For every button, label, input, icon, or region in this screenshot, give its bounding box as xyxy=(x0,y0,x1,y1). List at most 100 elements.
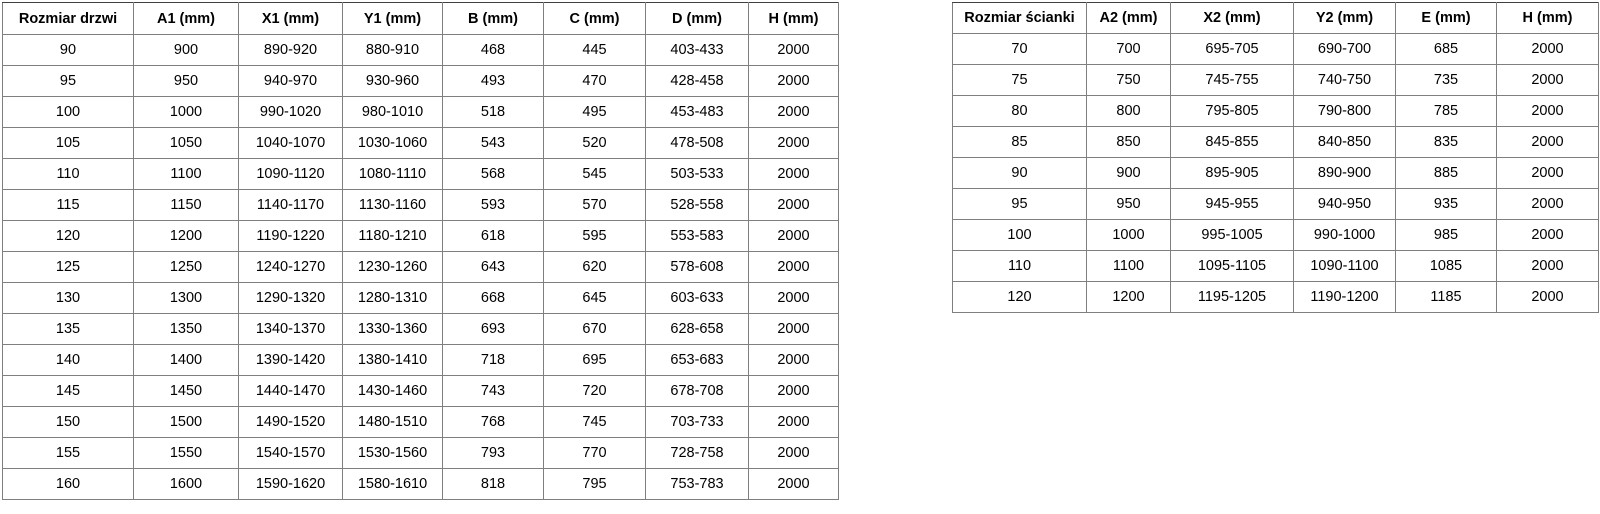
table-cell: 985 xyxy=(1395,219,1497,251)
wall-panel-size-specification-table: Rozmiar ścianki A2 (mm) X2 (mm) Y2 (mm) … xyxy=(952,2,1599,313)
table-row: 120 1200 1190-1220 1180-1210 618 595 553-583 20… xyxy=(2,220,839,252)
column-header-e: E (mm) xyxy=(1395,2,1497,34)
wall-table-body: 70 700 695-705 690-700 685 2000 75 750 745-755 74… xyxy=(952,33,1599,313)
table-cell: 718 xyxy=(442,344,544,376)
table-cell: 2000 xyxy=(1496,95,1599,127)
column-header-y1: Y1 (mm) xyxy=(342,2,443,35)
column-header-y2: Y2 (mm) xyxy=(1293,2,1396,34)
table-cell: 840-850 xyxy=(1293,126,1396,158)
table-cell: 1490-1520 xyxy=(238,406,343,438)
table-cell: 950 xyxy=(133,65,239,97)
table-cell: 70 xyxy=(952,33,1087,65)
table-cell: 745-755 xyxy=(1170,64,1294,96)
table-cell: 2000 xyxy=(748,406,839,438)
table-row: 95 950 940-970 930-960 493 470 428-458 2000 xyxy=(2,65,839,97)
table-cell: 750 xyxy=(1086,64,1171,96)
table-cell: 145 xyxy=(2,375,134,407)
table-cell: 835 xyxy=(1395,126,1497,158)
table-cell: 795 xyxy=(543,468,646,500)
table-cell: 1240-1270 xyxy=(238,251,343,283)
table-cell: 995-1005 xyxy=(1170,219,1294,251)
table-cell: 690-700 xyxy=(1293,33,1396,65)
table-cell: 668 xyxy=(442,282,544,314)
table-cell: 1330-1360 xyxy=(342,313,443,345)
table-cell: 2000 xyxy=(748,65,839,97)
table-cell: 1340-1370 xyxy=(238,313,343,345)
table-cell: 2000 xyxy=(748,437,839,469)
column-header-c: C (mm) xyxy=(543,2,646,35)
table-cell: 453-483 xyxy=(645,96,749,128)
table-cell: 980-1010 xyxy=(342,96,443,128)
table-cell: 495 xyxy=(543,96,646,128)
table-cell: 2000 xyxy=(1496,188,1599,220)
table-row: 150 1500 1490-1520 1480-1510 768 745 703-733 20… xyxy=(2,406,839,438)
table-cell: 2000 xyxy=(748,375,839,407)
table-cell: 2000 xyxy=(748,468,839,500)
table-cell: 1400 xyxy=(133,344,239,376)
table-cell: 403-433 xyxy=(645,34,749,66)
table-cell: 703-733 xyxy=(645,406,749,438)
table-cell: 100 xyxy=(952,219,1087,251)
table-cell: 578-608 xyxy=(645,251,749,283)
table-cell: 1200 xyxy=(133,220,239,252)
table-cell: 950 xyxy=(1086,188,1171,220)
column-header-d: D (mm) xyxy=(645,2,749,35)
column-header-x2: X2 (mm) xyxy=(1170,2,1294,34)
table-cell: 80 xyxy=(952,95,1087,127)
table-cell: 685 xyxy=(1395,33,1497,65)
table-cell: 1550 xyxy=(133,437,239,469)
table-cell: 1590-1620 xyxy=(238,468,343,500)
table-cell: 100 xyxy=(2,96,134,128)
table-row: 90 900 890-920 880-910 468 445 403-433 2000 xyxy=(2,34,839,66)
table-cell: 935 xyxy=(1395,188,1497,220)
table-cell: 645 xyxy=(543,282,646,314)
table-cell: 1230-1260 xyxy=(342,251,443,283)
table-cell: 790-800 xyxy=(1293,95,1396,127)
table-cell: 785 xyxy=(1395,95,1497,127)
table-header-row: Rozmiar drzwi A1 (mm) X1 (mm) Y1 (mm) B … xyxy=(2,2,839,35)
table-row: 95 950 945-955 940-950 935 2000 xyxy=(952,188,1599,220)
column-header-h: H (mm) xyxy=(1496,2,1599,34)
table-cell: 628-658 xyxy=(645,313,749,345)
table-cell: 2000 xyxy=(748,251,839,283)
table-cell: 1030-1060 xyxy=(342,127,443,159)
table-cell: 478-508 xyxy=(645,127,749,159)
table-cell: 125 xyxy=(2,251,134,283)
table-cell: 620 xyxy=(543,251,646,283)
table-cell: 693 xyxy=(442,313,544,345)
table-cell: 945-955 xyxy=(1170,188,1294,220)
table-row: 100 1000 995-1005 990-1000 985 2000 xyxy=(952,219,1599,251)
table-cell: 940-950 xyxy=(1293,188,1396,220)
table-cell: 2000 xyxy=(748,189,839,221)
door-size-specification-table: Rozmiar drzwi A1 (mm) X1 (mm) Y1 (mm) B … xyxy=(2,2,839,500)
table-cell: 595 xyxy=(543,220,646,252)
table-cell: 643 xyxy=(442,251,544,283)
table-header-row: Rozmiar ścianki A2 (mm) X2 (mm) Y2 (mm) … xyxy=(952,2,1599,34)
table-cell: 2000 xyxy=(748,96,839,128)
column-header-h: H (mm) xyxy=(748,2,839,35)
table-cell: 1440-1470 xyxy=(238,375,343,407)
table-cell: 800 xyxy=(1086,95,1171,127)
table-cell: 445 xyxy=(543,34,646,66)
table-cell: 2000 xyxy=(748,220,839,252)
table-cell: 880-910 xyxy=(342,34,443,66)
table-cell: 90 xyxy=(2,34,134,66)
table-cell: 130 xyxy=(2,282,134,314)
table-cell: 1300 xyxy=(133,282,239,314)
table-cell: 940-970 xyxy=(238,65,343,97)
table-cell: 1480-1510 xyxy=(342,406,443,438)
column-header-rozmiar-drzwi: Rozmiar drzwi xyxy=(2,2,134,35)
table-cell: 568 xyxy=(442,158,544,190)
table-cell: 1090-1120 xyxy=(238,158,343,190)
table-cell: 90 xyxy=(952,157,1087,189)
table-cell: 1430-1460 xyxy=(342,375,443,407)
table-cell: 735 xyxy=(1395,64,1497,96)
table-cell: 2000 xyxy=(748,313,839,345)
table-cell: 1100 xyxy=(1086,250,1171,282)
table-cell: 2000 xyxy=(1496,250,1599,282)
table-cell: 553-583 xyxy=(645,220,749,252)
table-cell: 2000 xyxy=(748,34,839,66)
table-cell: 743 xyxy=(442,375,544,407)
table-cell: 1085 xyxy=(1395,250,1497,282)
table-cell: 150 xyxy=(2,406,134,438)
